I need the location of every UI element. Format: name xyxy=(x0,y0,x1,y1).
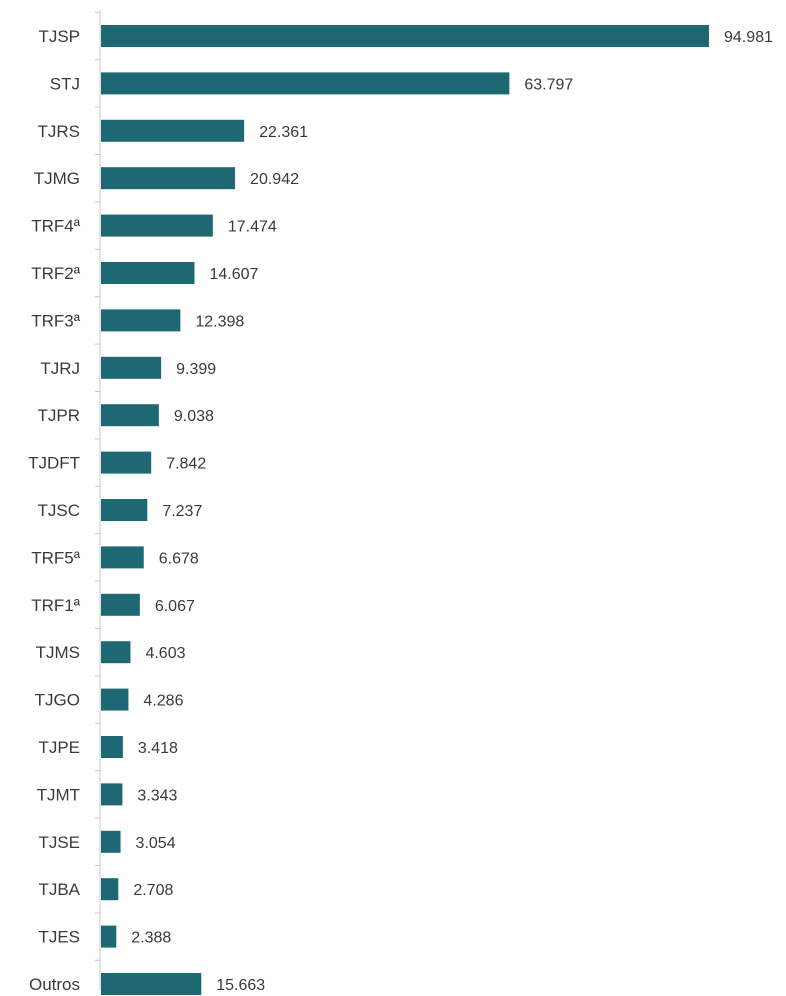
value-label: 94.981 xyxy=(724,29,773,46)
value-labels: 94.981 63.797 22.361 20.942 17.474 14.607 12.3… xyxy=(131,29,773,994)
category-label: TJPR xyxy=(38,406,81,425)
value-label: 3.418 xyxy=(138,740,178,757)
value-label: 22.361 xyxy=(259,124,308,141)
category-label: TJDFT xyxy=(28,454,80,473)
value-label: 7.842 xyxy=(166,456,206,473)
bar-tjrj xyxy=(101,356,162,379)
category-label: TJPE xyxy=(38,738,80,757)
bar-trf2 xyxy=(101,262,195,284)
category-label: TJMT xyxy=(37,785,80,804)
bar-trf1 xyxy=(101,593,140,616)
bar-tjms xyxy=(101,641,131,664)
value-label: 15.663 xyxy=(216,977,265,994)
bar-tjmt xyxy=(101,783,123,806)
category-label: Outros xyxy=(29,975,80,994)
bar-trf5 xyxy=(101,546,144,569)
bar-tjmg xyxy=(101,167,236,190)
value-label: 2.388 xyxy=(131,930,171,947)
value-label: 14.607 xyxy=(210,266,259,283)
y-axis-ticks xyxy=(95,11,100,961)
value-label: 4.603 xyxy=(145,645,185,662)
bar-tjgo xyxy=(101,688,129,711)
bar-trf3 xyxy=(101,309,181,332)
category-label: TRF1ª xyxy=(31,596,81,615)
bar-tjes xyxy=(101,925,117,948)
category-label: STJ xyxy=(50,74,80,93)
bar-tjpe xyxy=(101,736,123,758)
category-label: TJGO xyxy=(35,691,80,710)
category-label: TRF4ª xyxy=(31,217,81,236)
category-label: TJBA xyxy=(38,880,80,899)
value-label: 17.474 xyxy=(228,219,277,236)
bar-tjsc xyxy=(101,499,148,521)
value-label: 63.797 xyxy=(524,76,573,93)
value-label: 3.054 xyxy=(136,835,176,852)
value-label: 20.942 xyxy=(250,171,299,188)
value-label: 3.343 xyxy=(137,787,177,804)
category-labels: TJSP STJ TJRS TJMG TRF4ª TRF2ª TRF3ª TJRJ TJPR TJ… xyxy=(28,27,81,994)
bar-trf4 xyxy=(101,214,213,237)
category-label: TJMG xyxy=(34,169,80,188)
value-label: 9.038 xyxy=(174,408,214,425)
category-label: TJES xyxy=(38,928,80,947)
category-label: TRF2ª xyxy=(31,264,81,283)
bar-tjdft xyxy=(101,451,152,474)
category-label: TJMS xyxy=(36,643,80,662)
bars xyxy=(101,25,709,995)
category-label: TJSC xyxy=(38,501,81,520)
category-label: TJRS xyxy=(38,122,81,141)
bar-tjsp xyxy=(101,25,709,47)
category-label: TRF3ª xyxy=(31,311,81,330)
category-label: TRF5ª xyxy=(31,548,81,567)
value-label: 12.398 xyxy=(195,313,244,330)
bar-tjse xyxy=(101,830,121,853)
value-label: 4.286 xyxy=(143,693,183,710)
bar-tjba xyxy=(101,878,119,901)
bar-tjrs xyxy=(101,119,245,142)
category-label: TJRJ xyxy=(40,359,80,378)
value-label: 7.237 xyxy=(162,503,202,520)
value-label: 6.067 xyxy=(155,598,195,615)
category-label: TJSE xyxy=(38,833,80,852)
value-label: 6.678 xyxy=(159,550,199,567)
value-label: 2.708 xyxy=(133,882,173,899)
bar-stj xyxy=(101,72,510,95)
value-label: 9.399 xyxy=(176,361,216,378)
bar-outros xyxy=(101,973,202,995)
category-label: TJSP xyxy=(38,27,80,46)
bar-tjpr xyxy=(101,404,159,427)
